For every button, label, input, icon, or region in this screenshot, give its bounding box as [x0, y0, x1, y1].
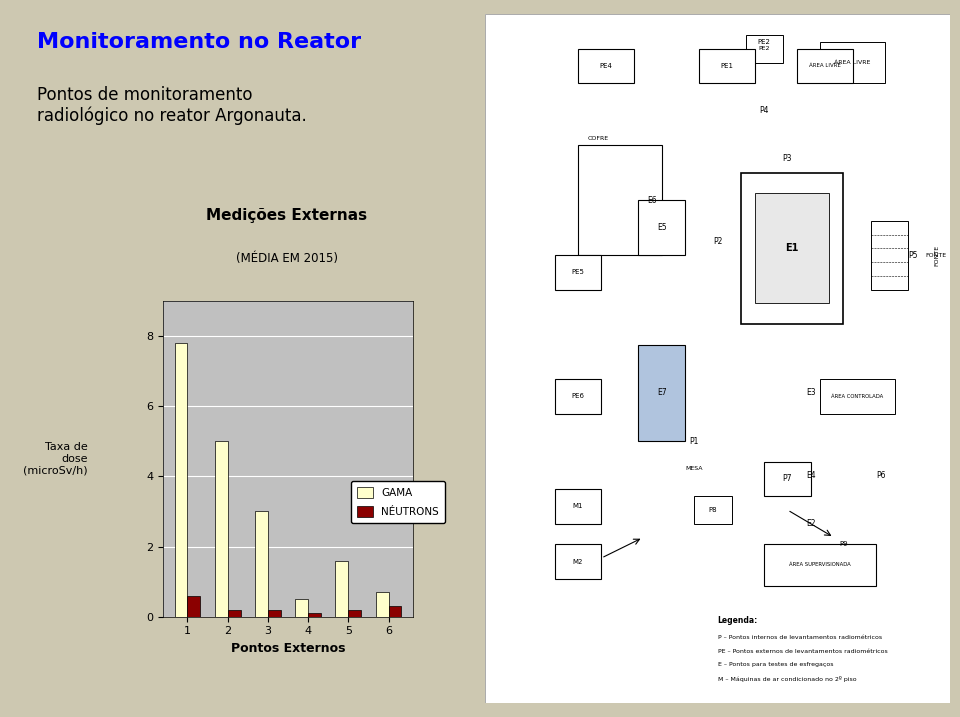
Text: PE1: PE1 [720, 63, 733, 69]
Text: P6: P6 [876, 471, 885, 480]
Text: Legenda:: Legenda: [718, 616, 757, 625]
Circle shape [628, 171, 639, 188]
Text: P9: P9 [839, 541, 848, 547]
Bar [638, 200, 685, 255]
Text: E6: E6 [648, 196, 658, 204]
Text: P3: P3 [782, 154, 792, 163]
Bar [578, 145, 661, 255]
Bar [335, 561, 348, 617]
Bar [187, 596, 201, 617]
Text: ÁREA LIVRE: ÁREA LIVRE [834, 60, 871, 65]
Text: M1: M1 [573, 503, 583, 510]
Text: MESA: MESA [685, 466, 703, 471]
Bar [820, 379, 895, 414]
Bar [741, 173, 843, 324]
Circle shape [610, 192, 621, 209]
Text: PE2: PE2 [758, 47, 770, 51]
Circle shape [610, 171, 621, 188]
Bar [389, 606, 401, 617]
Bar [797, 49, 852, 83]
Text: ÁREA SUPERVISIONADA: ÁREA SUPERVISIONADA [789, 563, 851, 567]
Bar [255, 511, 268, 617]
Bar [638, 345, 685, 441]
Text: PE6: PE6 [571, 394, 585, 399]
Y-axis label: Taxa de
dose
(microSv/h): Taxa de dose (microSv/h) [23, 442, 88, 475]
Text: PE4: PE4 [599, 63, 612, 69]
Text: P4: P4 [759, 106, 769, 115]
Bar [555, 255, 601, 290]
Text: E3: E3 [805, 389, 816, 397]
Bar [296, 599, 308, 617]
Bar [348, 609, 361, 617]
Text: E1: E1 [785, 243, 799, 253]
Text: (MÉDIA EM 2015): (MÉDIA EM 2015) [236, 252, 338, 265]
Text: ÁREA CONTROLADA: ÁREA CONTROLADA [831, 394, 883, 399]
Bar [268, 609, 280, 617]
Bar [175, 343, 187, 617]
Text: PE5: PE5 [571, 270, 585, 275]
Text: M2: M2 [573, 559, 583, 564]
Bar [555, 489, 601, 523]
Circle shape [591, 192, 602, 209]
Bar [653, 224, 666, 242]
Bar [555, 544, 601, 579]
Text: Pontos de monitoramento
radiológico no reator Argonauta.: Pontos de monitoramento radiológico no r… [36, 86, 306, 125]
Circle shape [610, 151, 621, 167]
Bar [215, 442, 228, 617]
Text: COFRE: COFRE [588, 136, 609, 141]
Bar [746, 35, 782, 62]
Text: E5: E5 [657, 223, 666, 232]
Text: P2: P2 [713, 237, 722, 246]
Bar [872, 221, 908, 290]
Bar [375, 592, 389, 617]
Bar [699, 49, 755, 83]
Legend: GAMA, NÉUTRONS: GAMA, NÉUTRONS [350, 480, 445, 523]
Text: PE2: PE2 [757, 39, 771, 45]
Text: P8: P8 [708, 507, 717, 513]
Text: E7: E7 [657, 389, 666, 397]
Text: M – Máquinas de ar condicionado no 2º piso: M – Máquinas de ar condicionado no 2º pi… [718, 675, 856, 682]
Bar [308, 613, 321, 617]
Text: E4: E4 [805, 471, 816, 480]
Text: E2: E2 [806, 519, 815, 528]
Bar [764, 462, 810, 496]
Bar [755, 194, 829, 303]
Text: FONTE: FONTE [934, 244, 939, 266]
Bar [820, 42, 885, 83]
Circle shape [591, 171, 602, 188]
Text: PE – Pontos externos de levantamentos radiométricos: PE – Pontos externos de levantamentos ra… [718, 649, 887, 653]
Circle shape [628, 151, 639, 167]
Text: P5: P5 [908, 251, 918, 260]
Bar [578, 49, 634, 83]
Text: P7: P7 [782, 475, 792, 483]
Circle shape [628, 192, 639, 209]
Bar [694, 496, 732, 523]
Text: P1: P1 [689, 437, 699, 445]
Text: E – Pontos para testes de esfregaços: E – Pontos para testes de esfregaços [718, 663, 833, 668]
Text: ÁREA LIVRE: ÁREA LIVRE [808, 64, 841, 68]
X-axis label: Pontos Externos: Pontos Externos [230, 642, 346, 655]
Text: Monitoramento no Reator: Monitoramento no Reator [36, 32, 361, 52]
Bar [228, 609, 241, 617]
Bar [555, 379, 601, 414]
Text: Medições Externas: Medições Externas [206, 208, 368, 223]
Circle shape [591, 151, 602, 167]
Bar [764, 544, 876, 586]
Text: P – Pontos internos de levantamentos radiométricos: P – Pontos internos de levantamentos rad… [718, 635, 881, 640]
Text: FONTE: FONTE [925, 253, 947, 257]
